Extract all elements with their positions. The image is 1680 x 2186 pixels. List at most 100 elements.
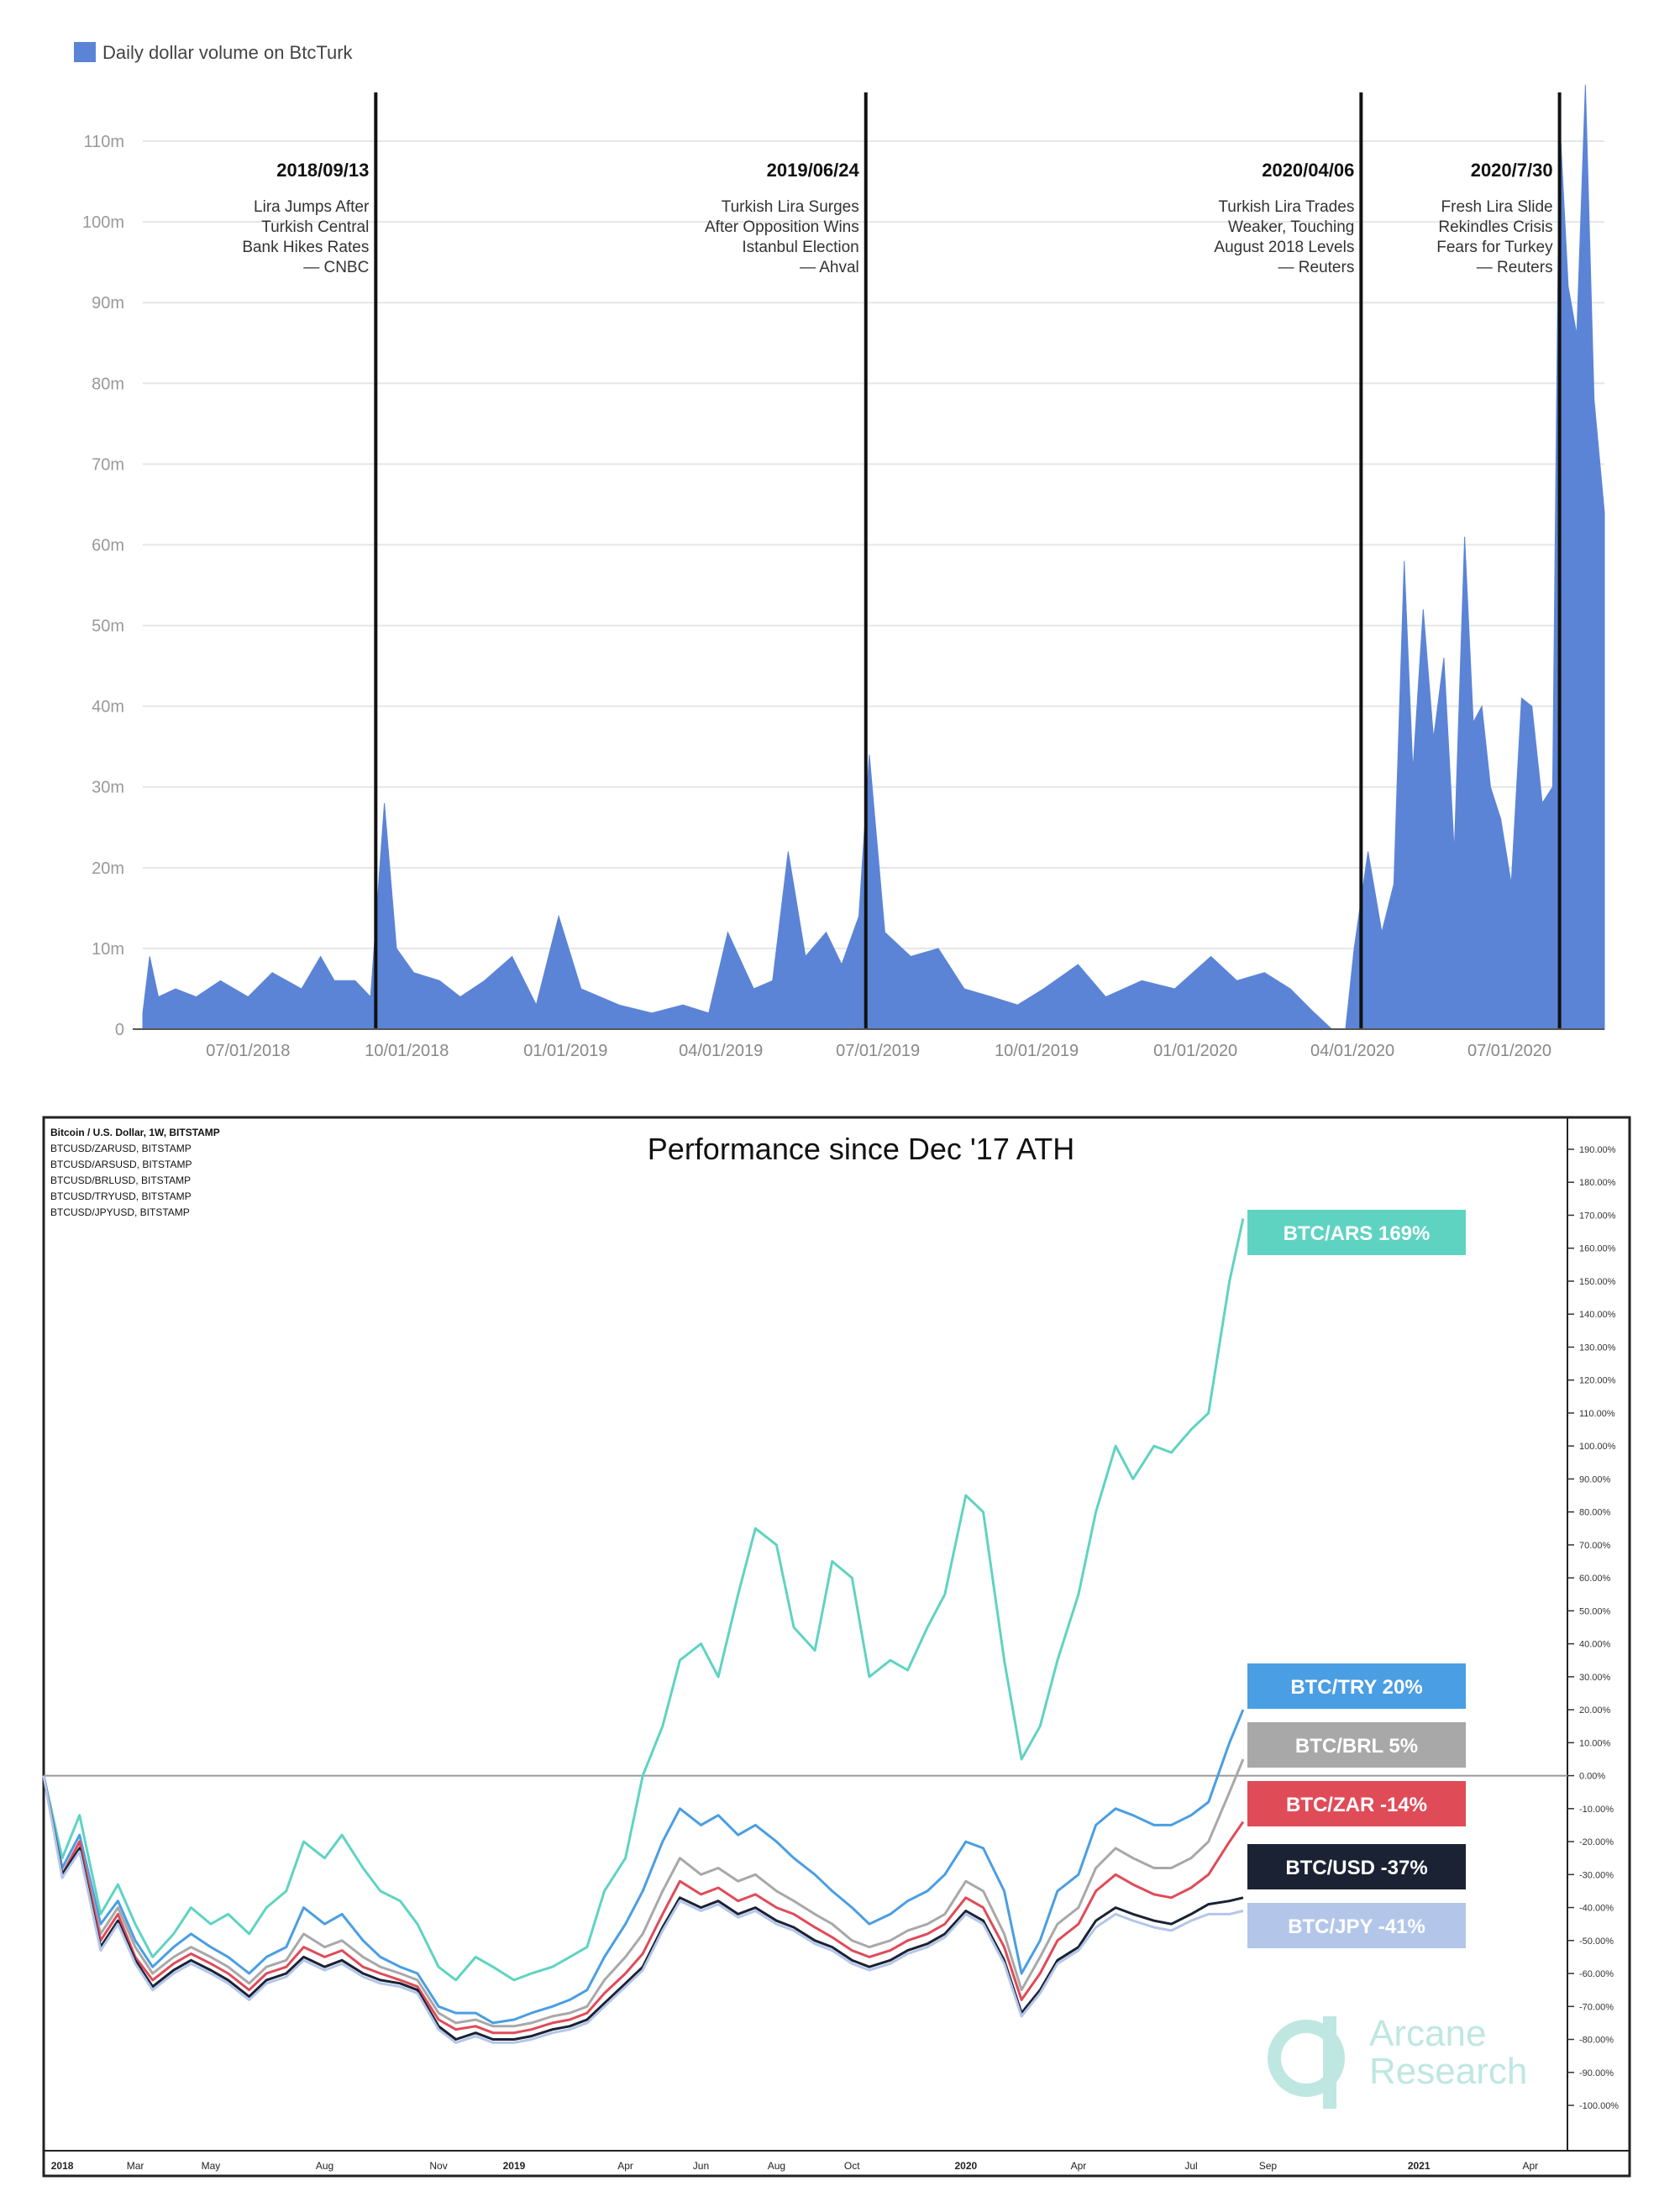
series-label-box: [1247, 1210, 1466, 1255]
x-tick-label: 2018: [51, 2160, 74, 2172]
y-tick-label: -90.00%: [1579, 2068, 1614, 2078]
event-date-label: 2020/7/30: [1471, 160, 1553, 181]
legend-label: Daily dollar volume on BtcTurk: [102, 42, 354, 63]
x-tick-label: Nov: [429, 2160, 447, 2172]
event-headline-line: Turkish Lira Trades: [1218, 198, 1354, 216]
x-tick-label: 2021: [1408, 2160, 1431, 2172]
y-tick-label: 50.00%: [1579, 1606, 1611, 1616]
series-line: [42, 1775, 1244, 2041]
y-tick-label: 0.00%: [1579, 1772, 1605, 1782]
series-label-box: [1247, 1722, 1466, 1768]
y-tick-label: 50m: [92, 617, 124, 636]
series-line: [42, 1709, 1245, 2025]
y-tick-label: 140.00%: [1579, 1310, 1616, 1320]
y-tick-label: 100.00%: [1579, 1442, 1616, 1452]
symbol-header-line: BTCUSD/BRLUSD, BITSTAMP: [50, 1174, 191, 1186]
legend: Daily dollar volume on BtcTurk: [74, 42, 354, 63]
logo-line2: Research: [1369, 2051, 1527, 2092]
chart-frame: [42, 1116, 1631, 2178]
event-headline-line: — Reuters: [1477, 259, 1553, 276]
y-tick-label: 160.00%: [1579, 1244, 1616, 1254]
logo-circle-mark: [1268, 2020, 1345, 2097]
legend-swatch: [74, 42, 96, 62]
y-tick-label: 40.00%: [1579, 1640, 1611, 1650]
event-headline-line: Fresh Lira Slide: [1441, 198, 1553, 216]
series-line: [42, 1758, 1245, 2028]
symbol-header-line: BTCUSD/ZARUSD, BITSTAMP: [50, 1143, 192, 1154]
y-tick-label: 10m: [92, 940, 124, 959]
symbol-header-line: Bitcoin / U.S. Dollar, 1W, BITSTAMP: [50, 1127, 220, 1138]
x-tick-label: 07/01/2019: [836, 1042, 920, 1060]
event-headline-line: Rekindles Crisis: [1438, 218, 1552, 236]
event-annotation: 2018/09/13 Lira Jumps After Turkish Centra…: [242, 92, 378, 1029]
series-label-box: [1247, 1663, 1466, 1709]
y-tick-label: -50.00%: [1579, 1936, 1614, 1947]
event-headline-line: — CNBC: [303, 259, 369, 276]
y-tick-label: 180.00%: [1579, 1178, 1616, 1188]
y-tick-label: 100m: [82, 213, 124, 232]
x-tick-label: Apr: [1522, 2160, 1538, 2172]
event-annotation: 2019/06/24 Turkish Lira Surges After Oppos…: [705, 92, 868, 1029]
event-annotation: 2020/04/06 Turkish Lira Trades Weaker, Tou…: [1214, 92, 1363, 1029]
event-headline-line: Weaker, Touching: [1228, 218, 1354, 236]
volume-area: [142, 84, 1605, 1030]
y-tick-label: 70m: [92, 455, 124, 474]
performance-chart: 190.00% 180.00% 170.00% 160.00% 150.00% 140.0…: [42, 1116, 1631, 2178]
x-tick-label: Apr: [617, 2160, 633, 2172]
y-tick-label: -20.00%: [1579, 1837, 1614, 1847]
event-headline-line: Istanbul Election: [742, 239, 858, 256]
series-label-text: BTC/USD -37%: [1285, 1857, 1427, 1879]
x-tick-label: 01/01/2019: [523, 1042, 607, 1060]
arcane-research-logo: Arcane Research: [1268, 2013, 1527, 2109]
x-tick-label: May: [202, 2160, 221, 2172]
x-tick-label: Oct: [844, 2160, 860, 2172]
series-label-box: [1247, 1903, 1466, 1948]
y-tick-label: -10.00%: [1579, 1805, 1614, 1815]
logo-bar-mark: [1323, 2016, 1336, 2109]
y-tick-label: 80m: [92, 375, 124, 393]
y-tick-label: 80.00%: [1579, 1508, 1611, 1518]
y-tick-label: 60.00%: [1579, 1574, 1611, 1584]
event-annotation: 2020/7/30 Fresh Lira Slide Rekindles Crisi…: [1436, 92, 1562, 1029]
event-date-label: 2020/04/06: [1262, 160, 1354, 181]
series-label: BTC/USD -37%: [1247, 1844, 1466, 1889]
x-tick-label: 10/01/2019: [995, 1042, 1079, 1060]
y-tick-label: 30m: [92, 779, 124, 797]
y-tick-label: 170.00%: [1579, 1211, 1616, 1221]
y-tick-label: 30.00%: [1579, 1673, 1611, 1683]
event-headline-line: Fears for Turkey: [1436, 239, 1553, 256]
event-headline-line: — Reuters: [1278, 259, 1355, 276]
y-tick-label: 150.00%: [1579, 1277, 1616, 1287]
series-label-box: [1247, 1781, 1466, 1826]
symbol-header-line: BTCUSD/ARSUSD, BITSTAMP: [50, 1159, 192, 1170]
series-label: BTC/ARS 169%: [1247, 1210, 1466, 1255]
y-tick-label: 20.00%: [1579, 1705, 1611, 1716]
x-tick-label: 01/01/2020: [1153, 1042, 1237, 1060]
x-tick-label: Apr: [1071, 2160, 1087, 2172]
x-tick-label: Aug: [316, 2160, 333, 2172]
event-headline-line: Turkish Central: [261, 218, 369, 236]
y-tick-label: 40m: [92, 698, 124, 717]
series-label-text: BTC/BRL 5%: [1295, 1735, 1418, 1758]
x-tick-label: Mar: [127, 2160, 144, 2172]
event-headline-line: — Ahval: [800, 259, 859, 276]
series-label-text: BTC/ARS 169%: [1284, 1222, 1431, 1245]
y-tick-label: 70.00%: [1579, 1541, 1611, 1551]
series-line: [42, 1775, 1244, 2044]
x-tick-label: Jul: [1184, 2160, 1197, 2172]
y-tick-label: 0: [115, 1021, 124, 1039]
symbol-header-line: BTCUSD/JPYUSD, BITSTAMP: [50, 1206, 190, 1218]
event-headline-line: August 2018 Levels: [1214, 239, 1354, 256]
y-tick-label: 10.00%: [1579, 1738, 1611, 1748]
series-label: BTC/TRY 20%: [1247, 1663, 1466, 1709]
x-tick-label: Jun: [693, 2160, 709, 2172]
logo-line1: Arcane: [1369, 2013, 1486, 2054]
x-tick-label: 04/01/2019: [679, 1042, 763, 1060]
event-date-label: 2019/06/24: [767, 160, 860, 181]
series-label-text: BTC/TRY 20%: [1290, 1676, 1422, 1699]
symbol-header-line: BTCUSD/TRYUSD, BITSTAMP: [50, 1190, 192, 1202]
chart-title: Performance since Dec '17 ATH: [648, 1132, 1074, 1166]
y-tick-label: -70.00%: [1579, 2002, 1614, 2012]
event-headline-line: After Opposition Wins: [705, 218, 859, 236]
x-tick-label: 04/01/2020: [1310, 1042, 1394, 1060]
